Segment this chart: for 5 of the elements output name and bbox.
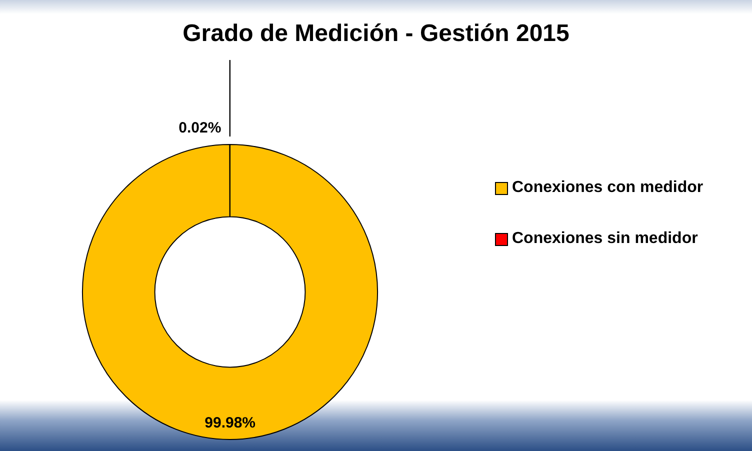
data-label: 0.02% xyxy=(178,120,222,137)
data-label: 99.98% xyxy=(204,414,256,432)
legend-label: Conexiones sin medidor xyxy=(512,230,698,248)
legend-label: Conexiones con medidor xyxy=(512,179,704,197)
chart-title: Grado de Medición - Gestión 2015 xyxy=(182,20,570,48)
